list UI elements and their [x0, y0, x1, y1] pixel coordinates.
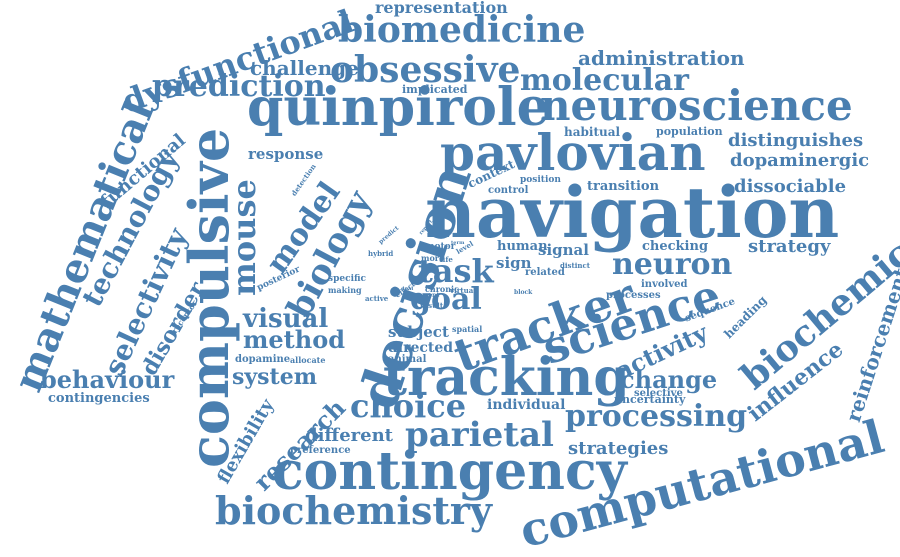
word-strategies: strategies — [568, 438, 669, 459]
word-obsessive: obsessive — [330, 49, 521, 91]
word-allocate: allocate — [290, 355, 326, 365]
word-directed: directed — [388, 340, 454, 356]
word-subject: subject — [388, 323, 449, 341]
word-involved: involved — [641, 279, 688, 290]
word-processing: processing — [565, 399, 748, 434]
word-goal: goal — [410, 282, 482, 317]
word-tracking: tracking — [383, 347, 630, 408]
word-sign: sign — [496, 254, 532, 272]
word-contingencies: contingencies — [48, 391, 150, 406]
word-change: change — [620, 365, 718, 394]
word-contingency: contingency — [272, 441, 627, 502]
word-spatial: spatial — [452, 324, 483, 334]
word-challenge: challenge — [250, 56, 359, 80]
word-active: active — [365, 294, 389, 303]
word-motor: motor — [425, 242, 456, 252]
word-more: more — [421, 253, 445, 263]
word-behaviour: behaviour — [40, 365, 175, 394]
word-term: term — [451, 240, 465, 246]
word-system: system — [232, 364, 317, 390]
word-dual: dual — [401, 286, 414, 292]
word-visual: visual — [243, 304, 329, 334]
word-dopamine: dopamine — [235, 354, 291, 365]
word-block: block — [514, 289, 533, 296]
word-position: position — [520, 175, 561, 185]
word-method: method — [243, 325, 345, 354]
word-event: event — [421, 292, 440, 299]
word-human: human — [497, 239, 548, 254]
word-individual: individual — [487, 397, 566, 413]
word-processes: processes — [606, 290, 661, 301]
word-preference: preference — [290, 445, 351, 456]
word-quinpirole: quinpirole — [247, 77, 550, 138]
word-control: control — [488, 185, 529, 196]
word-mouse: mouse — [225, 179, 263, 296]
word-population: population — [656, 125, 723, 138]
word-strategy: strategy — [748, 236, 831, 257]
word-signal: signal — [538, 241, 589, 259]
word-administration: administration — [578, 46, 745, 70]
word-response: response — [248, 145, 324, 163]
word-different: different — [305, 425, 393, 446]
word-chronic: chronic — [425, 284, 459, 294]
word-dissociable: dissociable — [734, 176, 847, 197]
word-related: related — [525, 267, 565, 278]
word-result: result — [420, 301, 444, 310]
word-hybrid: hybrid — [368, 249, 394, 258]
word-specific: specific — [328, 274, 367, 284]
word-dopaminergic: dopaminergic — [730, 150, 870, 171]
word-virtual: virtual — [450, 286, 476, 295]
word-pavlovian: pavlovian — [440, 123, 706, 182]
word-implicated: implicated — [402, 83, 468, 96]
word-navigation: navigation — [425, 171, 840, 254]
word-biochemistry: biochemistry — [215, 488, 492, 533]
word-transition: transition — [587, 179, 660, 194]
word-task: task — [418, 252, 494, 290]
word-biomedicine: biomedicine — [338, 9, 586, 51]
word-parietal: parietal — [405, 415, 554, 455]
word-life: life — [440, 255, 453, 264]
word-molecular: molecular — [520, 63, 689, 98]
word-uncertainty: uncertainty — [614, 393, 686, 406]
word-making: making — [328, 285, 362, 295]
word-prediction: prediction — [152, 69, 326, 104]
word-choice: choice — [350, 387, 467, 425]
word-distinguishes: distinguishes — [728, 130, 864, 151]
word-neuroscience: neuroscience — [540, 81, 853, 130]
word-checking: checking — [642, 239, 709, 254]
word-distinct: distinct — [560, 261, 590, 270]
word-representation: representation — [375, 0, 508, 17]
word-selective: selective — [634, 388, 683, 399]
word-habitual: habitual — [564, 125, 621, 139]
word-animal: animal — [388, 354, 427, 365]
word-neuron: neuron — [612, 247, 733, 282]
